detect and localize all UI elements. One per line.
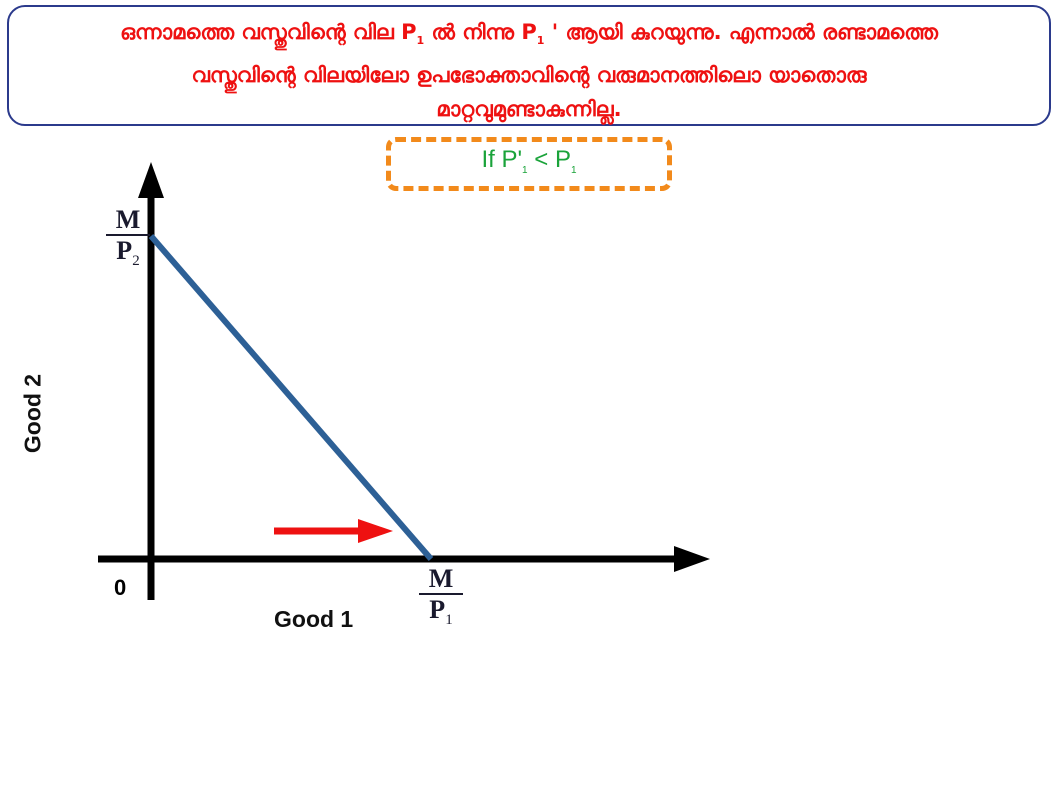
origin-label: 0 xyxy=(114,575,127,600)
explanation-banner: ഒന്നാമത്തെ വസ്തുവിന്റെ വില P1 ൽ നിന്നു P… xyxy=(7,5,1051,126)
y-axis-title: Good 2 xyxy=(19,373,46,454)
x-axis-title: Good 1 xyxy=(274,606,354,632)
explanation-line-3: മാറ്റവുമുണ്ടാകുന്നില്ല. xyxy=(436,97,622,122)
x-axis-arrowhead xyxy=(674,546,710,572)
x-intercept-label: M P1 xyxy=(419,565,463,635)
y-intercept-label: M P2 xyxy=(106,206,150,276)
explanation-line-2: വസ്തുവിന്റെ വിലയിലോ ഉപഭോക്താവിന്റെ വരുമാ… xyxy=(191,63,867,88)
y-axis-arrowhead xyxy=(138,162,164,198)
shift-arrow-head xyxy=(358,519,393,543)
condition-label: If P'1 < P1 xyxy=(386,137,672,191)
budget-line xyxy=(148,234,434,561)
explanation-line-1: ഒന്നാമത്തെ വസ്തുവിന്റെ വില P1 ൽ നിന്നു P… xyxy=(120,20,938,48)
